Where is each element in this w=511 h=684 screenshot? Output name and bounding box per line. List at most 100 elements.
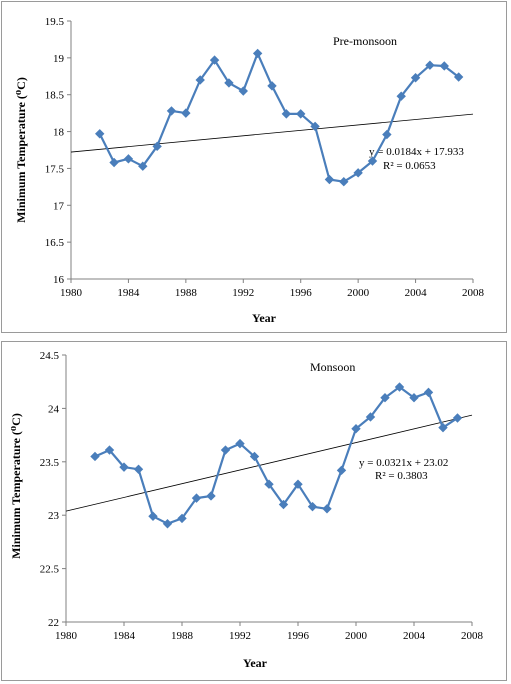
data-point-marker	[148, 511, 158, 521]
data-point-marker	[281, 109, 292, 119]
y-tick-label: 23	[48, 510, 60, 522]
y-tick-label: 16	[53, 274, 65, 286]
x-tick-label: 2000	[347, 287, 370, 299]
x-tick-label: 1996	[287, 630, 310, 642]
trendline-equation: y = 0.0184x + 17.933	[369, 146, 464, 158]
data-point-marker	[224, 78, 234, 88]
x-tick-label: 1984	[113, 630, 136, 642]
data-point-marker	[324, 174, 335, 185]
x-tick-label: 1988	[175, 287, 198, 299]
data-point-marker	[133, 464, 144, 474]
data-point-marker	[109, 157, 119, 168]
data-point-marker	[249, 451, 260, 462]
x-axis-title: Year	[243, 656, 268, 670]
data-point-marker	[209, 55, 220, 65]
y-tick-label: 19	[53, 53, 65, 65]
x-tick-label: 2000	[345, 630, 368, 642]
data-point-marker	[438, 422, 448, 433]
data-point-marker	[439, 61, 449, 71]
data-point-marker	[394, 382, 405, 392]
trendline-r2: R² = 0.3803	[375, 470, 428, 482]
data-point-marker	[365, 412, 376, 422]
data-point-marker	[452, 413, 463, 423]
y-tick-label: 23.5	[40, 457, 60, 469]
x-tick-label: 2008	[461, 630, 484, 642]
data-point-marker	[123, 154, 134, 164]
data-point-marker	[264, 479, 274, 489]
data-point-marker	[453, 72, 464, 82]
y-tick-label: 17	[53, 200, 65, 212]
series-line	[98, 52, 460, 183]
x-tick-label: 1980	[55, 630, 78, 642]
data-point-marker	[95, 129, 105, 139]
data-point-marker	[220, 445, 231, 455]
series-line	[94, 385, 459, 525]
pre-monsoon-chart: Pre-monsoon y = 0.0184x + 17.933 R² = 0.…	[14, 16, 485, 325]
x-tick-label: 1996	[290, 287, 313, 299]
y-tick-label: 22	[48, 617, 59, 629]
x-tick-label: 1992	[229, 630, 251, 642]
data-point-marker	[177, 513, 187, 524]
data-point-marker	[322, 504, 332, 514]
data-point-marker	[195, 75, 205, 85]
data-point-marker	[206, 491, 216, 501]
x-tick-label: 1984	[117, 287, 140, 299]
data-point-marker	[423, 387, 434, 398]
data-point-marker	[296, 109, 306, 119]
data-point-marker	[293, 479, 303, 489]
data-point-marker	[90, 451, 100, 462]
data-point-marker	[181, 108, 191, 118]
trendline-equation: y = 0.0321x + 23.02	[359, 457, 448, 469]
x-tick-label: 1992	[232, 287, 254, 299]
data-point-marker	[310, 121, 320, 132]
x-tick-label: 2008	[462, 287, 485, 299]
data-point-marker	[267, 81, 277, 91]
data-point-marker	[353, 168, 363, 178]
data-point-marker	[235, 438, 245, 449]
pre-monsoon-chart-panel: Pre-monsoon y = 0.0184x + 17.933 R² = 0.…	[1, 1, 507, 333]
x-tick-label: 1988	[171, 630, 194, 642]
linear-trendline	[70, 113, 474, 153]
y-tick-label: 19.5	[45, 16, 65, 28]
data-point-marker	[191, 493, 202, 503]
y-tick-label: 18.5	[45, 90, 65, 102]
x-tick-label: 2004	[403, 630, 426, 642]
data-point-marker	[138, 161, 148, 171]
y-tick-label: 17.5	[45, 163, 65, 175]
trendline-r2: R² = 0.0653	[383, 160, 436, 172]
data-point-marker	[367, 156, 378, 166]
data-point-marker	[104, 445, 115, 455]
x-tick-label: 2004	[405, 287, 428, 299]
y-tick-label: 24.5	[40, 350, 60, 362]
monsoon-chart-panel: Monsoon y = 0.0321x + 23.02 R² = 0.3803 …	[1, 341, 507, 681]
data-point-marker	[336, 465, 347, 476]
data-point-marker	[119, 462, 129, 472]
x-axis-title: Year	[252, 311, 277, 325]
y-tick-label: 22.5	[40, 564, 60, 576]
data-point-marker	[351, 423, 361, 434]
data-point-marker	[152, 141, 162, 152]
y-axis-title: Minimum Temperature (⁰C)	[9, 413, 23, 559]
chart-title: Pre-monsoon	[333, 34, 397, 48]
chart-title: Monsoon	[310, 360, 355, 374]
y-tick-label: 24	[48, 403, 60, 415]
data-point-marker	[307, 501, 318, 512]
data-point-marker	[396, 91, 406, 101]
data-point-marker	[380, 393, 390, 403]
data-point-marker	[339, 176, 349, 187]
data-point-marker	[252, 48, 263, 59]
monsoon-chart: Monsoon y = 0.0321x + 23.02 R² = 0.3803 …	[9, 350, 484, 670]
data-point-marker	[162, 519, 173, 529]
data-point-marker	[409, 393, 419, 403]
y-tick-label: 16.5	[45, 237, 65, 249]
y-axis-title: Minimum Temperature (⁰C)	[14, 77, 28, 223]
data-point-marker	[278, 499, 289, 510]
data-point-marker	[382, 129, 392, 140]
y-tick-label: 18	[53, 127, 65, 139]
linear-trendline	[65, 414, 473, 512]
data-point-marker	[166, 106, 177, 116]
data-point-marker	[410, 73, 421, 83]
data-point-marker	[238, 86, 248, 96]
data-point-marker	[425, 60, 435, 70]
x-tick-label: 1980	[60, 287, 83, 299]
